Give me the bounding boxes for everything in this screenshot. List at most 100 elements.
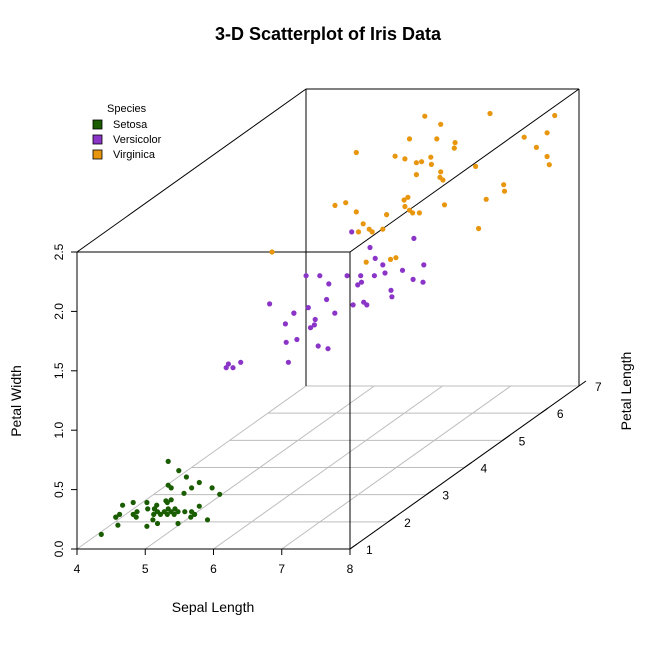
x-tick-label: 4 [74,562,81,576]
point-virginica [434,136,440,142]
point-versicolor [380,262,386,268]
point-virginica [363,259,369,265]
axis-labels: Sepal Length Petal Length Petal Width [8,352,634,615]
point-virginica [451,145,457,151]
point-virginica [343,200,349,206]
z-tick-label: 1.0 [52,422,66,439]
y-tick-label: 4 [481,462,488,476]
point-virginica [487,110,493,117]
point-setosa [168,497,174,503]
point-virginica [392,153,398,159]
point-versicolor [315,343,321,349]
point-versicolor [324,296,330,303]
point-versicolor [410,276,416,282]
point-versicolor [389,294,395,300]
point-virginica [393,255,399,261]
x-axis-label: Sepal Length [172,599,255,615]
point-versicolor [372,255,378,261]
point-setosa [154,502,160,508]
point-virginica [332,202,338,208]
y-tick-mark [349,543,358,550]
point-virginica [544,153,550,160]
legend-label-setosa: Setosa [113,119,148,131]
point-virginica [366,226,372,232]
axis-ticks: 4 5 6 7 81 2 3 4 5 6 7 0.0 0.5 1.0 1.5 2.0 2.5 [52,243,602,576]
y-tick-mark [578,380,587,387]
legend-label-virginica: Virginica [113,149,156,161]
point-setosa [192,511,198,517]
legend-title: Species [107,103,147,115]
point-setosa [130,511,136,517]
point-virginica [533,144,540,150]
point-virginica [476,225,482,232]
point-virginica [413,172,419,178]
point-virginica [440,177,446,183]
point-setosa [163,498,169,504]
point-versicolor [307,325,314,331]
point-setosa [115,522,121,528]
point-versicolor [311,322,317,328]
legend-label-versicolor: Versicolor [113,134,162,146]
y-tick-label: 7 [595,380,602,394]
point-versicolor [225,361,231,367]
y-tick-label: 6 [557,407,564,421]
point-versicolor [382,270,388,276]
point-virginica [360,221,366,227]
z-tick-label: 1.5 [52,362,66,379]
point-setosa [144,523,150,529]
point-setosa [176,468,182,474]
point-versicolor [349,229,355,235]
point-setosa [145,506,151,512]
z-axis-label: Petal Width [8,365,24,437]
point-setosa [150,517,156,523]
point-setosa [161,509,167,515]
point-virginica [483,196,489,202]
legend: Species Setosa Versicolor Virginica [92,103,162,161]
point-virginica [355,229,362,235]
point-setosa [175,520,181,527]
point-versicolor [294,336,300,343]
x-tick-label: 8 [347,562,354,576]
legend-swatch-virginica [92,149,103,160]
floor-grid [76,385,580,550]
point-setosa [188,514,194,520]
point-versicolor [312,316,318,323]
point-virginica [552,112,558,119]
z-tick-label: 0.5 [52,481,66,498]
point-virginica [441,202,448,208]
point-versicolor [350,302,356,308]
z-tick-label: 2.0 [52,303,66,320]
point-versicolor [291,310,297,316]
box-edge [76,88,307,253]
point-versicolor [267,301,273,307]
point-virginica [380,226,386,232]
point-versicolor [371,273,377,279]
point-setosa [134,509,140,515]
point-virginica [546,162,552,168]
point-virginica [269,249,275,255]
point-versicolor [325,346,331,352]
y-tick-label: 3 [442,489,449,503]
point-setosa [154,509,161,515]
point-setosa [172,506,178,512]
y-axis-label: Petal Length [618,352,634,431]
point-virginica [402,156,408,162]
point-versicolor [388,287,394,293]
point-versicolor [367,244,373,251]
point-virginica [501,188,508,194]
point-versicolor [285,359,291,365]
point-virginica [428,161,434,167]
point-setosa [165,458,171,464]
point-versicolor [344,273,350,279]
y-tick-label: 2 [404,516,411,530]
point-setosa [168,509,174,515]
point-setosa [209,485,215,491]
point-virginica [416,210,422,216]
point-versicolor [358,279,365,285]
point-setosa [181,490,187,496]
point-virginica [419,159,425,165]
box-edge [349,88,580,253]
point-virginica [544,130,550,136]
